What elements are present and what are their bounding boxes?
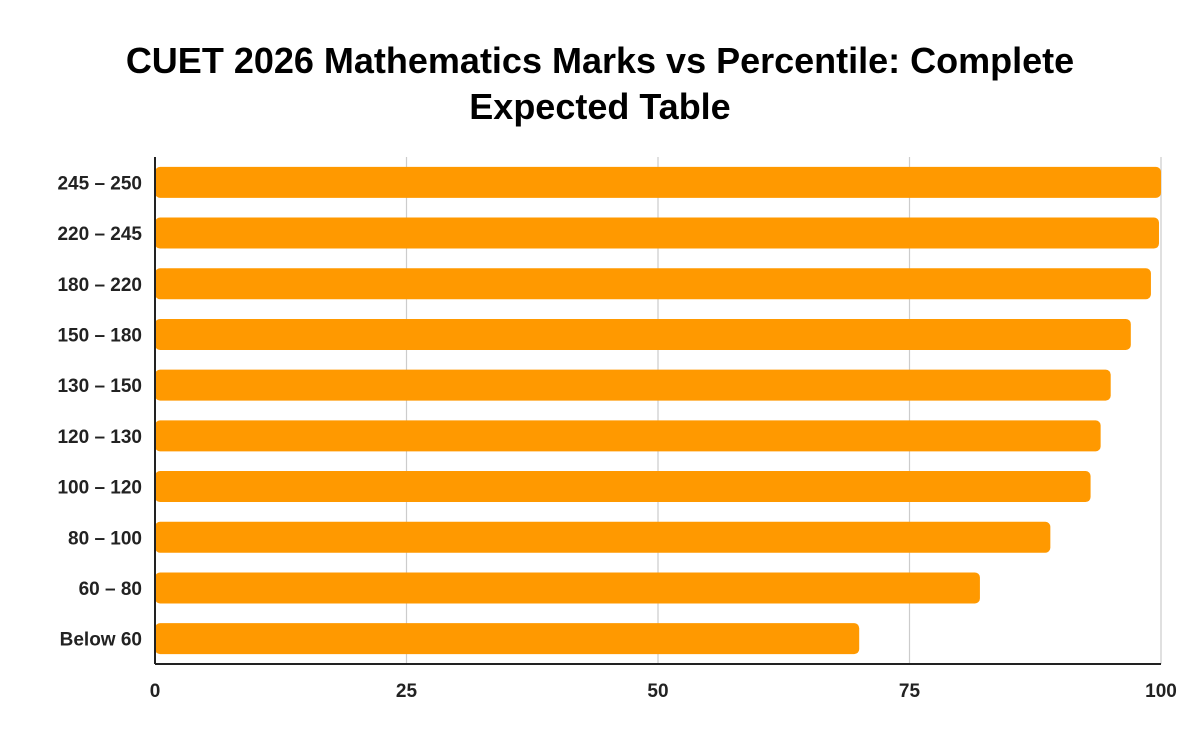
bar-5	[155, 420, 1101, 452]
x-tick-label-25: 25	[396, 681, 418, 702]
category-label-7: 80 – 100	[68, 528, 142, 549]
category-label-8: 60 – 80	[79, 579, 142, 600]
category-label-2: 180 – 220	[57, 275, 142, 296]
bar-9	[155, 623, 860, 655]
x-tick-label-50: 50	[647, 681, 668, 702]
bar-8	[155, 572, 980, 604]
x-tick-label-75: 75	[899, 681, 921, 702]
axis-labels: 0 25 50 75 100 245 – 250 220 – 245 180 – 220 150…	[57, 173, 1176, 702]
bar-3	[155, 318, 1131, 350]
category-label-5: 120 – 130	[57, 427, 142, 448]
category-label-1: 220 – 245	[57, 224, 142, 245]
bars	[155, 166, 1161, 655]
bar-4	[155, 369, 1111, 401]
x-tick-label-0: 0	[150, 681, 161, 702]
category-label-4: 130 – 150	[57, 376, 142, 397]
bar-2	[155, 268, 1151, 300]
axes	[154, 157, 1161, 665]
chart-title: CUET 2026 Mathematics Marks vs Percentil…	[125, 40, 1075, 127]
category-label-6: 100 – 120	[57, 478, 142, 499]
category-label-0: 245 – 250	[57, 173, 142, 194]
bar-0	[155, 166, 1161, 198]
bar-7	[155, 521, 1051, 553]
category-label-9: Below 60	[60, 630, 142, 651]
x-tick-label-100: 100	[1145, 681, 1177, 702]
category-label-3: 150 – 180	[57, 325, 142, 346]
bar-1	[155, 217, 1159, 249]
bar-6	[155, 471, 1091, 503]
